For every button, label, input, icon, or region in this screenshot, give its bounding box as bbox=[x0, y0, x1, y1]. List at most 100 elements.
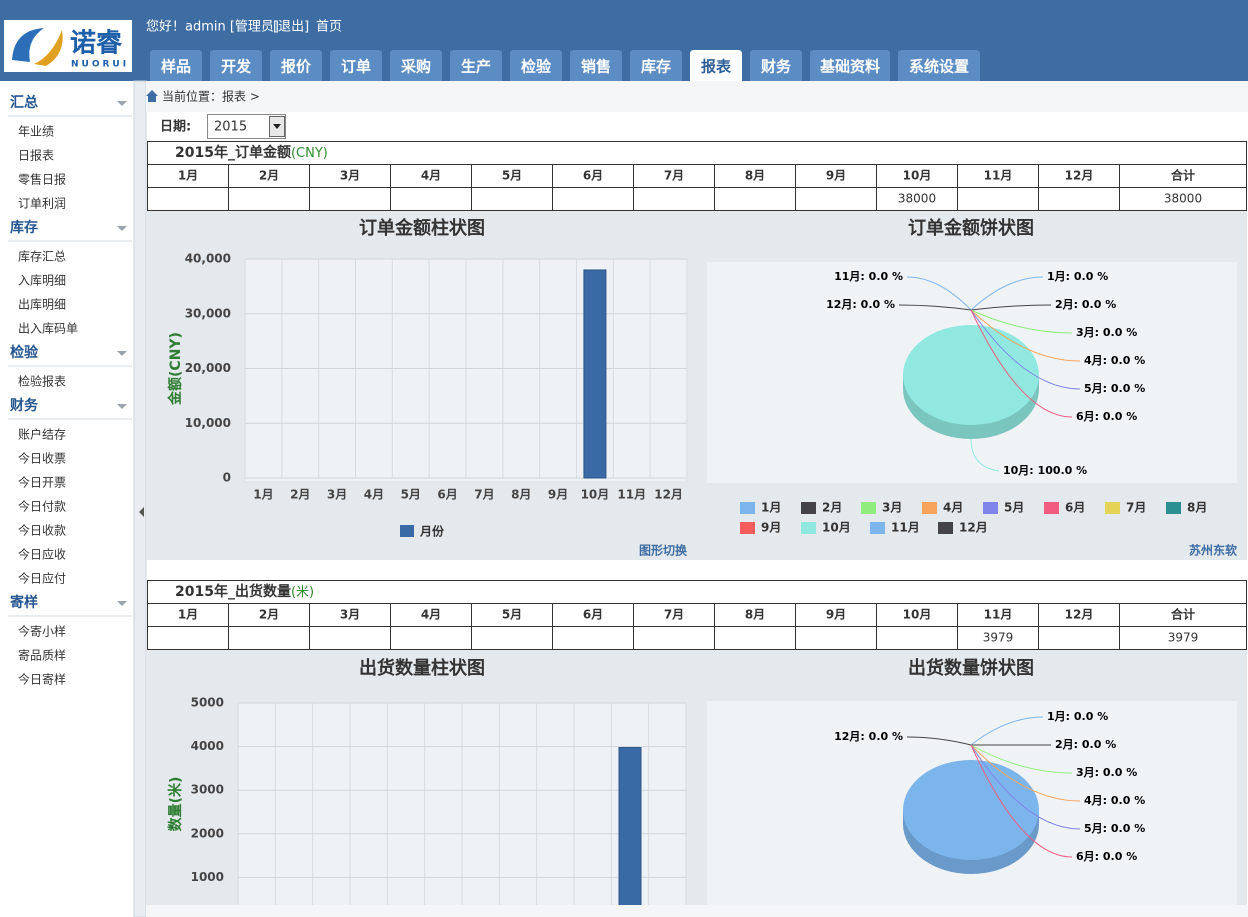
legend-swatch[interactable] bbox=[740, 522, 755, 534]
legend-swatch[interactable] bbox=[922, 502, 937, 514]
home-link[interactable]: 首页 bbox=[316, 20, 342, 35]
sidebar-group-title[interactable]: 检验 bbox=[10, 344, 39, 361]
nav-tab[interactable] bbox=[330, 50, 382, 81]
legend-label[interactable]: 8月 bbox=[1187, 501, 1207, 515]
table-header: 6月 bbox=[583, 608, 603, 622]
chart-switch-link[interactable]: 图形切换 bbox=[639, 543, 688, 558]
nav-tab[interactable] bbox=[630, 50, 682, 81]
nav-tab[interactable] bbox=[810, 50, 890, 81]
nav-tab[interactable] bbox=[210, 50, 262, 81]
legend-swatch[interactable] bbox=[938, 522, 953, 534]
nav-tab-label[interactable]: 报价 bbox=[281, 58, 312, 76]
nav-tab-label[interactable]: 生产 bbox=[461, 58, 491, 76]
x-tick-label: 3月 bbox=[327, 488, 347, 502]
legend-label: 月份 bbox=[419, 524, 445, 539]
legend-swatch[interactable] bbox=[1044, 502, 1059, 514]
legend-label[interactable]: 5月 bbox=[1004, 501, 1024, 515]
sidebar-item[interactable]: 今寄小样 bbox=[18, 624, 66, 639]
nav-tab-label[interactable]: 检验 bbox=[521, 58, 552, 76]
legend-swatch[interactable] bbox=[983, 502, 998, 514]
table-cell: 38000 bbox=[1164, 192, 1202, 206]
group-arrow bbox=[117, 601, 127, 606]
nav-tab-label[interactable]: 采购 bbox=[400, 58, 431, 76]
legend-swatch[interactable] bbox=[801, 522, 816, 534]
nav-tab[interactable] bbox=[450, 50, 502, 81]
legend-label[interactable]: 10月 bbox=[822, 521, 851, 535]
nav-tab[interactable] bbox=[510, 50, 562, 81]
nav-tab[interactable] bbox=[898, 50, 980, 81]
sidebar-item[interactable]: 出入库码单 bbox=[18, 321, 78, 336]
table-cell: 3979 bbox=[983, 631, 1014, 645]
legend-swatch[interactable] bbox=[870, 522, 885, 534]
sidebar-item[interactable]: 今日开票 bbox=[18, 475, 66, 490]
y-tick-label: 0 bbox=[223, 471, 231, 485]
table-header: 9月 bbox=[826, 608, 846, 622]
legend-swatch[interactable] bbox=[1105, 502, 1120, 514]
sidebar-item[interactable]: 年业绩 bbox=[18, 125, 54, 139]
sidebar-item[interactable]: 寄品质样 bbox=[18, 648, 66, 663]
nav-tab-label[interactable]: 财务 bbox=[761, 58, 792, 76]
sidebar-item[interactable]: 零售日报 bbox=[18, 172, 66, 187]
legend-swatch[interactable] bbox=[1166, 502, 1181, 514]
logout-link[interactable]: [退出] bbox=[273, 20, 309, 35]
nav-tab[interactable] bbox=[390, 50, 442, 81]
legend-label[interactable]: 2月 bbox=[822, 501, 842, 515]
legend-label[interactable]: 12月 bbox=[959, 521, 988, 535]
pie-data-label: 1月: 0.0 % bbox=[1047, 710, 1108, 723]
nav-tab-label[interactable]: 库存 bbox=[641, 58, 671, 76]
sidebar-item[interactable]: 库存汇总 bbox=[18, 249, 66, 264]
nav-tab-label[interactable]: 订单 bbox=[341, 58, 371, 76]
sidebar-group-title[interactable]: 财务 bbox=[9, 397, 39, 414]
sidebar-item[interactable]: 今日付款 bbox=[18, 499, 66, 514]
y-tick-label: 2000 bbox=[191, 826, 224, 840]
nav-tab[interactable] bbox=[570, 50, 622, 81]
nav-tab-label[interactable]: 基础资料 bbox=[819, 58, 880, 76]
sidebar-item[interactable]: 今日应收 bbox=[18, 547, 66, 562]
nav-tab-label[interactable]: 销售 bbox=[581, 58, 611, 76]
sidebar-item[interactable]: 今日收款 bbox=[18, 523, 66, 538]
nav-tab[interactable] bbox=[150, 50, 202, 81]
sidebar-item[interactable]: 入库明细 bbox=[18, 273, 66, 288]
sidebar-group-title[interactable]: 库存 bbox=[10, 219, 38, 236]
sidebar-item[interactable]: 账户结存 bbox=[18, 427, 66, 442]
table-cell: 38000 bbox=[898, 192, 936, 206]
legend-swatch[interactable] bbox=[740, 502, 755, 514]
legend-label[interactable]: 1月 bbox=[761, 501, 781, 515]
breadcrumb: 当前位置：报表 > bbox=[162, 89, 260, 104]
leader-line bbox=[898, 304, 972, 311]
legend-label[interactable]: 11月 bbox=[891, 521, 920, 535]
nav-tab[interactable] bbox=[270, 50, 322, 81]
sidebar-item[interactable]: 检验报表 bbox=[18, 374, 66, 389]
sidebar-item[interactable]: 今日应付 bbox=[18, 571, 66, 586]
x-tick-label: 7月 bbox=[474, 488, 494, 502]
sidebar-item[interactable]: 日报表 bbox=[18, 148, 54, 163]
sidebar-item[interactable]: 出库明细 bbox=[18, 297, 66, 312]
sidebar-item[interactable]: 订单利润 bbox=[18, 197, 66, 211]
footer-link[interactable]: 苏州东软 bbox=[1189, 543, 1237, 558]
x-tick-label: 6月 bbox=[437, 488, 457, 502]
nav-tab-label[interactable]: 报表 bbox=[701, 58, 732, 76]
legend-label[interactable]: 9月 bbox=[761, 521, 781, 535]
leader-line bbox=[970, 309, 1081, 362]
legend-label[interactable]: 4月 bbox=[943, 501, 963, 515]
collapse-arrow[interactable] bbox=[139, 507, 144, 517]
nav-tab[interactable] bbox=[690, 50, 742, 81]
legend-label[interactable]: 7月 bbox=[1126, 501, 1146, 515]
nav-tab-label[interactable]: 系统设置 bbox=[909, 58, 969, 76]
sidebar-group-title[interactable]: 寄样 bbox=[10, 594, 38, 611]
nav-tab-label[interactable]: 样品 bbox=[161, 58, 191, 76]
leader-line bbox=[906, 276, 972, 311]
legend-label[interactable]: 6月 bbox=[1065, 501, 1085, 515]
legend-label[interactable]: 3月 bbox=[882, 501, 902, 515]
sidebar-group-title[interactable]: 汇总 bbox=[10, 94, 38, 111]
nav-tab[interactable] bbox=[750, 50, 802, 81]
sidebar-item[interactable]: 今日收票 bbox=[18, 451, 66, 466]
table-header: 1月 bbox=[178, 608, 198, 622]
legend-swatch[interactable] bbox=[861, 502, 876, 514]
y-tick-label: 30,000 bbox=[185, 306, 231, 320]
nav-tab-label[interactable]: 开发 bbox=[221, 58, 252, 76]
legend-swatch[interactable] bbox=[801, 502, 816, 514]
sidebar-item[interactable]: 今日寄样 bbox=[18, 672, 66, 687]
leader-line bbox=[970, 438, 1000, 472]
